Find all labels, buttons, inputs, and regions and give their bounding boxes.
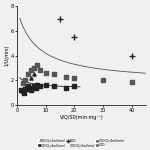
Point [39, 85, 41, 88]
Point [23, 92, 25, 94]
Point [53, 85, 55, 88]
X-axis label: V/Q/S0(min·mg⁻¹): V/Q/S0(min·mg⁻¹) [60, 115, 103, 120]
Point [44, 84, 47, 86]
Point [102, 79, 104, 81]
Point [73, 36, 75, 38]
Point [33, 85, 35, 88]
Point [27, 85, 30, 88]
Point [28, 88, 31, 90]
Legend: BOD(Q=2ml/min), BOD(Q=4ml/min), BOD, COD(Q=2ml/min), COD(Q=4ml/min), COD: BOD(Q=2ml/min), BOD(Q=4ml/min), BOD, COD… [37, 138, 126, 148]
Point [21, 82, 24, 84]
Point [34, 87, 37, 89]
Point [30, 89, 32, 91]
Point [30, 77, 32, 79]
Point [53, 73, 55, 75]
Point [27, 73, 30, 75]
Point [39, 69, 41, 72]
Point [64, 87, 67, 89]
Point [44, 72, 47, 74]
Point [33, 67, 35, 69]
Point [24, 79, 27, 81]
Point [64, 75, 67, 78]
Point [30, 69, 32, 72]
Point [130, 80, 133, 83]
Point [20, 89, 22, 91]
Point [33, 73, 35, 75]
Point [73, 85, 75, 88]
Point [130, 54, 133, 57]
Point [26, 87, 28, 89]
Point [36, 64, 38, 67]
Point [21, 90, 24, 93]
Point [59, 17, 61, 20]
Point [36, 84, 38, 86]
Point [73, 77, 75, 79]
Point [32, 87, 34, 89]
Y-axis label: 1/U(min): 1/U(min) [4, 45, 9, 66]
Point [24, 88, 27, 90]
